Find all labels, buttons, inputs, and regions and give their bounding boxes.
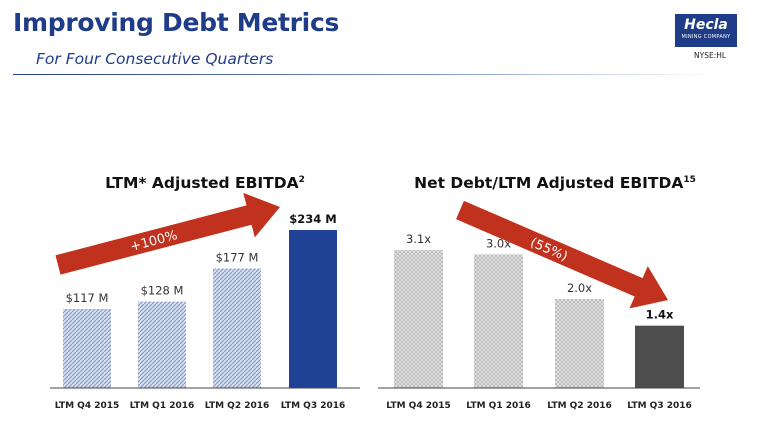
chart-title: LTM* Adjusted EBITDA2 bbox=[105, 174, 305, 192]
bar-1 bbox=[63, 309, 111, 388]
chart-title-footnote: 15 bbox=[683, 175, 696, 185]
data-label: 3.1x bbox=[406, 232, 431, 246]
bar-3 bbox=[213, 268, 261, 388]
trend-arrow-shape bbox=[456, 200, 669, 309]
bar-1 bbox=[394, 250, 443, 388]
x-tick-label: LTM Q4 2015 bbox=[386, 401, 451, 411]
bar-4 bbox=[635, 325, 684, 388]
bar-3 bbox=[555, 298, 604, 388]
x-tick-label: LTM Q3 2016 bbox=[627, 401, 692, 411]
logo-wordmark: Hecla bbox=[684, 17, 728, 33]
bar-2 bbox=[138, 301, 186, 388]
x-tick-label: LTM Q3 2016 bbox=[281, 401, 346, 411]
data-label: $234 M bbox=[289, 212, 336, 226]
x-tick-label: LTM Q1 2016 bbox=[130, 401, 195, 411]
data-label: $117 M bbox=[66, 291, 109, 305]
x-tick-label: LTM Q4 2015 bbox=[55, 401, 120, 411]
data-label: $128 M bbox=[141, 284, 184, 298]
chart-1: LTM* Adjusted EBITDA2 $117 M LTM Q4 2015 $1… bbox=[50, 174, 360, 411]
ticker-symbol: NYSE:HL bbox=[694, 51, 727, 60]
page-subtitle: For Four Consecutive Quarters bbox=[36, 50, 274, 68]
page-title: Improving Debt Metrics bbox=[13, 8, 340, 37]
x-tick-label: LTM Q1 2016 bbox=[466, 401, 531, 411]
title-divider bbox=[13, 74, 713, 75]
bar-4 bbox=[289, 230, 337, 388]
chart-title: Net Debt/LTM Adjusted EBITDA15 bbox=[414, 174, 696, 192]
bar-2 bbox=[474, 254, 523, 388]
data-label: 1.4x bbox=[646, 308, 674, 322]
chart-2: Net Debt/LTM Adjusted EBITDA15 3.1x LTM Q4… bbox=[378, 174, 700, 411]
data-label: $177 M bbox=[216, 250, 259, 264]
company-logo: Hecla MINING COMPANY bbox=[675, 14, 737, 47]
x-tick-label: LTM Q2 2016 bbox=[547, 401, 612, 411]
x-tick-label: LTM Q2 2016 bbox=[205, 401, 270, 411]
chart-title-footnote: 2 bbox=[299, 175, 305, 185]
data-label: 2.0x bbox=[567, 281, 592, 295]
logo-subtext: MINING COMPANY bbox=[681, 34, 731, 40]
trend-arrow-shape bbox=[55, 192, 281, 275]
